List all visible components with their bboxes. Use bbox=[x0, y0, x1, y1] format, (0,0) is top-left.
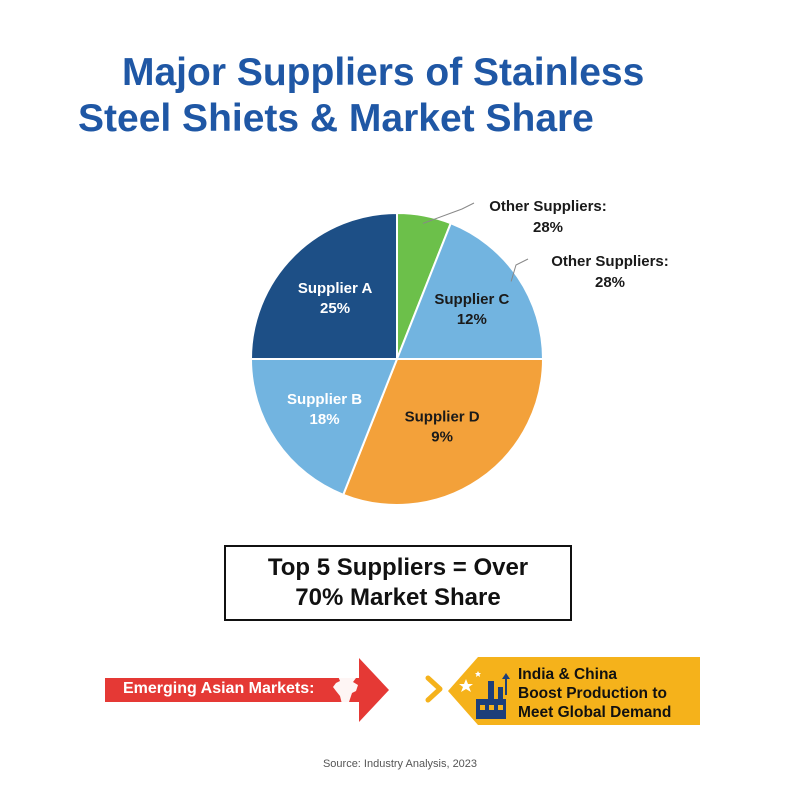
slice-label-supplier-c-name: Supplier C bbox=[434, 291, 509, 308]
emerging-markets-label: Emerging Asian Markets: bbox=[123, 680, 315, 697]
chevron-right-icon bbox=[425, 675, 443, 703]
summary-box: Top 5 Suppliers = Over 70% Market Share bbox=[224, 545, 572, 621]
slice-label-supplier-d-name: Supplier D bbox=[405, 408, 480, 425]
slice-label-supplier-a-name: Supplier A bbox=[298, 280, 373, 297]
source-note: Source: Industry Analysis, 2023 bbox=[322, 758, 478, 770]
india-china-line-2: Boost Production to bbox=[518, 685, 667, 702]
callout-label-name: Other Suppliers: bbox=[489, 198, 607, 215]
slice-label-supplier-b-value: 18% bbox=[310, 411, 340, 428]
pie-slice-supplier-c bbox=[395, 221, 545, 360]
slice-label-supplier-d-value: 9% bbox=[431, 428, 453, 445]
red-arrow-shape bbox=[105, 658, 389, 722]
callout-leader-line bbox=[422, 202, 475, 224]
factory-icon bbox=[476, 673, 510, 719]
india-china-text: India & China Boost Production to Meet G… bbox=[518, 665, 671, 722]
india-china-banner: India & China Boost Production to Meet G… bbox=[448, 655, 700, 727]
callout-leader-line bbox=[510, 258, 529, 282]
china-flag-stars-icon bbox=[459, 671, 481, 692]
india-map-icon bbox=[333, 672, 358, 710]
slice-label-supplier-c-value: 12% bbox=[457, 311, 487, 328]
pie-slice-supplier-d bbox=[341, 358, 545, 506]
summary-line-2: 70% Market Share bbox=[295, 584, 501, 611]
title-line-2: Steel Shiets & Market Share bbox=[78, 97, 594, 140]
callout-label-value: 28% bbox=[533, 219, 563, 236]
india-china-line-1: India & China bbox=[518, 666, 618, 683]
slice-label-supplier-b-name: Supplier B bbox=[287, 391, 362, 408]
emerging-markets-banner: Emerging Asian Markets: bbox=[105, 658, 389, 722]
yellow-arrow-shape bbox=[448, 657, 700, 725]
callout-label-name: Other Suppliers: bbox=[551, 253, 669, 270]
pie-chart: Supplier C 12% Supplier D 9% Supplier B 18% Su… bbox=[249, 198, 669, 506]
pie-slice-supplier-b bbox=[249, 358, 399, 497]
title-line-1: Major Suppliers of Stainless bbox=[122, 51, 645, 94]
callout-label-value: 28% bbox=[595, 274, 625, 291]
slice-label-supplier-a-value: 25% bbox=[320, 300, 350, 317]
pie-slice-supplier-a bbox=[249, 211, 398, 360]
summary-line-1: Top 5 Suppliers = Over bbox=[267, 554, 529, 581]
india-china-line-3: Meet Global Demand bbox=[518, 704, 672, 721]
